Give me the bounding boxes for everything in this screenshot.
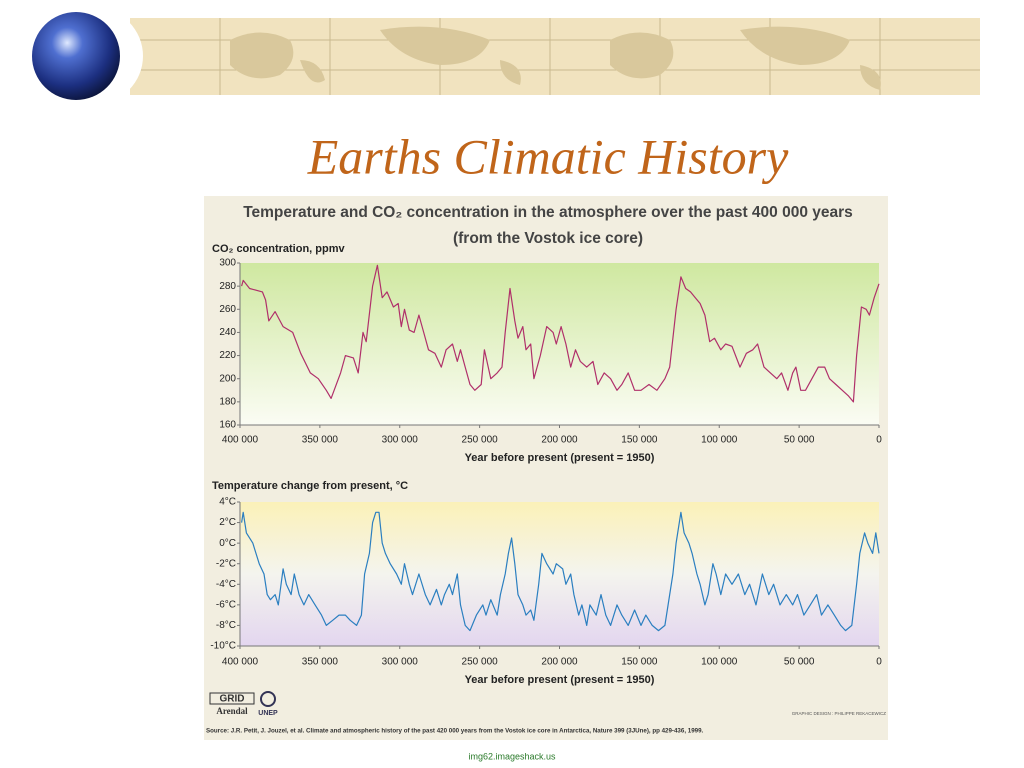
logo-box: [209, 692, 255, 705]
x-tick-label: 300 000: [382, 657, 419, 668]
y-tick-label: 260: [219, 304, 236, 315]
y-tick-label: 200: [219, 373, 236, 384]
y-tick-label: -4°C: [216, 579, 236, 590]
x-tick-label: 150 000: [621, 657, 658, 668]
x-tick-label: 150 000: [621, 435, 658, 446]
logo-text: Arendal: [216, 706, 248, 716]
x-tick-label: 100 000: [701, 435, 738, 446]
x-tick-label: 0: [876, 435, 882, 446]
y-tick-label: 4°C: [219, 497, 236, 508]
unep-logo: [260, 691, 276, 707]
y-tick-label: 240: [219, 327, 236, 338]
x-tick-label: 50 000: [784, 435, 815, 446]
y-tick-label: 180: [219, 396, 236, 407]
x-tick-label: 100 000: [701, 657, 738, 668]
data-line: [241, 264, 880, 403]
data-line: [241, 511, 880, 632]
x-tick-label: 0: [876, 657, 882, 668]
y-tick-label: 300: [219, 258, 236, 269]
map-land: [230, 26, 881, 90]
logo-text: UNEP: [258, 710, 278, 717]
globe: [32, 12, 120, 100]
x-tick-label: 250 000: [462, 657, 499, 668]
source: Source: J.R. Petit, J. Jouzel, et al. Cl…: [206, 728, 704, 735]
y-axis-label: CO₂ concentration, ppmv: [212, 243, 346, 255]
footer: img62.imageshack.us: [468, 751, 556, 761]
x-tick-label: 400 000: [222, 657, 259, 668]
x-tick-label: 200 000: [541, 435, 578, 446]
x-tick-label: 300 000: [382, 435, 419, 446]
y-tick-label: 220: [219, 350, 236, 361]
x-tick-label: 400 000: [222, 435, 259, 446]
y-tick-label: 160: [219, 420, 236, 431]
x-tick-label: 350 000: [302, 435, 339, 446]
x-tick-label: 50 000: [784, 657, 815, 668]
credit: GRAPHIC DESIGN : PHILIPPE REKACEWICZ: [792, 711, 887, 716]
y-axis-label: Temperature change from present, °C: [212, 480, 408, 492]
x-tick-label: 350 000: [302, 657, 339, 668]
plot-area: [240, 502, 879, 646]
y-tick-label: -8°C: [216, 620, 236, 631]
x-tick-label: 250 000: [462, 435, 499, 446]
figure-subtitle: (from the Vostok ice core): [453, 230, 643, 247]
plot-area: [240, 263, 879, 425]
y-tick-label: -10°C: [210, 641, 236, 652]
y-tick-label: -2°C: [216, 558, 236, 569]
slide-title: Earths Climatic History: [307, 128, 789, 184]
y-tick-label: 2°C: [219, 517, 236, 528]
y-tick-label: -6°C: [216, 599, 236, 610]
logo-text: GRID: [220, 694, 245, 705]
x-axis-label: Year before present (present = 1950): [465, 674, 655, 686]
x-axis-label: Year before present (present = 1950): [465, 452, 655, 464]
y-tick-label: 280: [219, 281, 236, 292]
x-tick-label: 200 000: [541, 657, 578, 668]
figure-title: Temperature and CO₂ concentration in the…: [243, 204, 853, 221]
y-tick-label: 0°C: [219, 538, 236, 549]
